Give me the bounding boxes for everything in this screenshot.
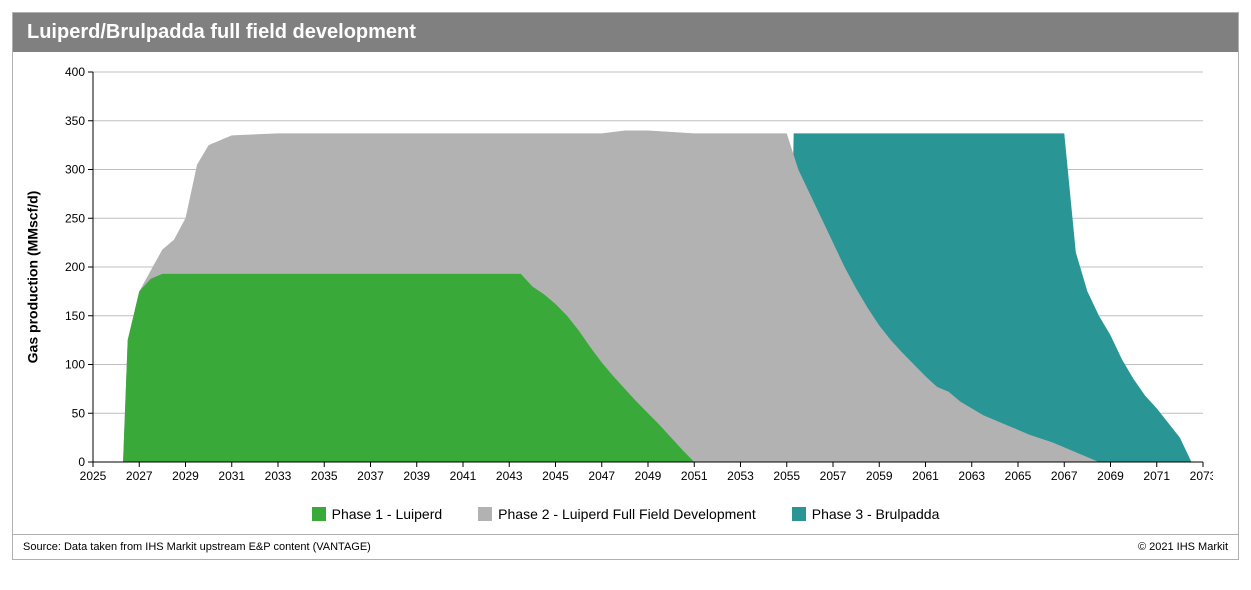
x-tick-label: 2031: [218, 469, 245, 483]
legend-item: Phase 1 - Luiperd: [312, 506, 443, 522]
x-tick-label: 2043: [496, 469, 523, 483]
x-tick-label: 2027: [126, 469, 153, 483]
x-tick-label: 2067: [1051, 469, 1078, 483]
legend-label: Phase 1 - Luiperd: [332, 506, 443, 522]
legend-swatch: [478, 507, 492, 521]
copyright-text: © 2021 IHS Markit: [1138, 541, 1228, 553]
x-tick-label: 2037: [357, 469, 384, 483]
chart-area: Gas production (MMscf/d) 0 50 100 150 200 250…: [13, 52, 1238, 502]
y-tick-label: 400: [65, 65, 85, 79]
x-tick-label: 2035: [311, 469, 338, 483]
x-tick-label: 2033: [265, 469, 292, 483]
x-tick-label: 2049: [635, 469, 662, 483]
legend-label: Phase 3 - Brulpadda: [812, 506, 940, 522]
x-tick-label: 2047: [588, 469, 615, 483]
chart-svg: 0 50 100 150 200 250 300 350 400 2025 2027 2029 2031…: [33, 62, 1213, 502]
x-tick-label: 2053: [727, 469, 754, 483]
legend-item: Phase 3 - Brulpadda: [792, 506, 940, 522]
y-tick-label: 150: [65, 309, 85, 323]
chart-title: Luiperd/Brulpadda full field development: [27, 21, 416, 43]
x-tick-label: 2055: [773, 469, 800, 483]
x-tick-label: 2063: [958, 469, 985, 483]
x-tick-label: 2071: [1143, 469, 1170, 483]
x-tick-label: 2045: [542, 469, 569, 483]
x-tick-label: 2051: [681, 469, 708, 483]
legend-label: Phase 2 - Luiperd Full Field Development: [498, 506, 756, 522]
x-tick-label: 2025: [80, 469, 107, 483]
y-tick-label: 50: [72, 406, 86, 420]
y-tick-label: 250: [65, 211, 85, 225]
x-tick-label: 2029: [172, 469, 199, 483]
x-tick-label: 2073: [1190, 469, 1213, 483]
y-tick-label: 100: [65, 358, 85, 372]
x-tick-label: 2069: [1097, 469, 1124, 483]
y-tick-label: 200: [65, 260, 85, 274]
legend-swatch: [792, 507, 806, 521]
chart-card: Luiperd/Brulpadda full field development…: [12, 12, 1239, 560]
legend-item: Phase 2 - Luiperd Full Field Development: [478, 506, 756, 522]
y-tick-label: 300: [65, 163, 85, 177]
y-axis-label: Gas production (MMscf/d): [24, 191, 40, 364]
x-tick-label: 2065: [1005, 469, 1032, 483]
y-tick-label: 350: [65, 114, 85, 128]
source-text: Source: Data taken from IHS Markit upstr…: [23, 541, 371, 553]
chart-footer: Source: Data taken from IHS Markit upstr…: [13, 534, 1238, 559]
x-tick-label: 2057: [820, 469, 847, 483]
x-tick-label: 2041: [450, 469, 477, 483]
x-tick-label: 2039: [403, 469, 430, 483]
chart-title-bar: Luiperd/Brulpadda full field development: [13, 13, 1238, 52]
y-tick-label: 0: [78, 455, 85, 469]
x-tick-label: 2061: [912, 469, 939, 483]
x-tick-label: 2059: [866, 469, 893, 483]
legend: Phase 1 - Luiperd Phase 2 - Luiperd Full …: [13, 502, 1238, 534]
legend-swatch: [312, 507, 326, 521]
